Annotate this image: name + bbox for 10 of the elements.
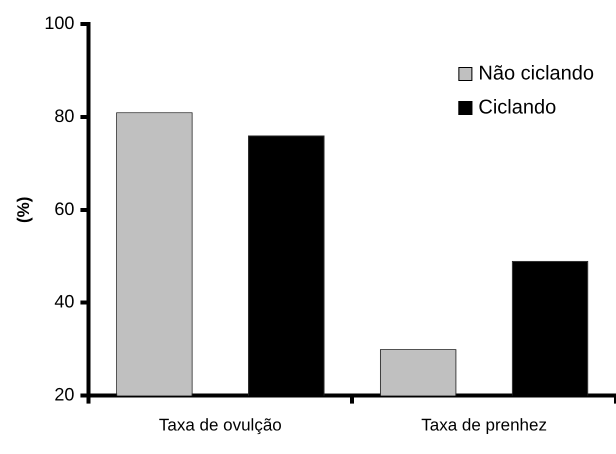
y-tick-label: 60	[54, 198, 74, 219]
y-tick-label: 20	[54, 384, 74, 405]
y-tick-label: 40	[54, 292, 74, 312]
y-tick-label: 100	[44, 12, 74, 33]
x-tick-label: Taxa de ovulção	[158, 415, 282, 434]
legend-label: Não ciclando	[478, 62, 594, 85]
y-tick-label: 80	[54, 106, 74, 126]
legend-label: Ciclando	[478, 96, 556, 119]
y-axis-title: (%)	[14, 196, 33, 224]
x-tick-label: Taxa de prenhez	[421, 415, 547, 434]
